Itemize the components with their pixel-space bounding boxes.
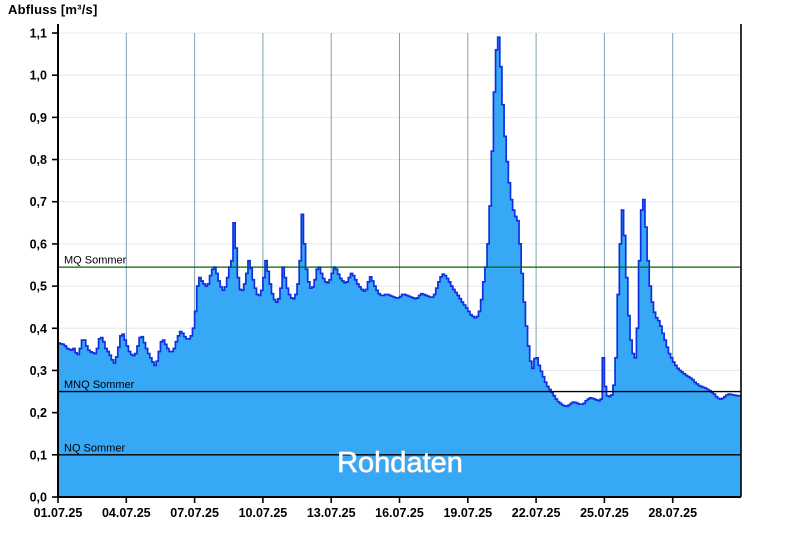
x-tick-label: 19.07.25: [443, 506, 492, 520]
x-tick-label: 01.07.25: [34, 506, 83, 520]
y-tick-label: 0,0: [30, 491, 47, 505]
reference-line-label-1: MQ Sommer: [64, 255, 127, 267]
y-tick-label: 0,5: [30, 280, 47, 294]
x-tick-label: 07.07.25: [170, 506, 219, 520]
x-tick-label: 13.07.25: [307, 506, 356, 520]
y-tick-label: 0,9: [30, 111, 47, 125]
x-tick-label: 16.07.25: [375, 506, 424, 520]
y-tick-label: 0,6: [30, 237, 47, 251]
reference-line-labels: MQ Sommer MNQ Sommer NQ Sommer: [64, 255, 135, 455]
y-tick-label: 0,8: [30, 153, 47, 167]
x-tick-label: 10.07.25: [239, 506, 288, 520]
series-outline: [58, 36, 741, 408]
y-tick-label: 0,4: [30, 322, 47, 336]
y-tick-label: 1,1: [30, 27, 47, 41]
y-tick-label: 0,3: [30, 364, 47, 378]
x-tick-label: 25.07.25: [580, 506, 629, 520]
y-tick-label: 0,7: [30, 195, 47, 209]
watermark-group: Rohdaten: [337, 447, 464, 480]
series-area-fill: [58, 37, 741, 497]
x-axis-ticks: 01.07.25 04.07.25 07.07.25 10.07.25 13.07.25…: [34, 497, 697, 520]
y-tick-label: 0,1: [30, 448, 47, 462]
chart-axis-title: Abfluss [m³/s]: [8, 2, 98, 17]
reference-line-label-2: MNQ Sommer: [64, 379, 135, 391]
reference-lines-group: [58, 266, 741, 456]
y-tick-label: 0,2: [30, 406, 47, 420]
discharge-series: [58, 36, 741, 497]
y-axis-ticks: 0,0 0,1 0,2 0,3 0,4 0,5 0,6 0,7 0,8 0,9 1,0 1,1: [30, 27, 58, 505]
x-tick-label: 04.07.25: [102, 506, 151, 520]
x-tick-label: 22.07.25: [512, 506, 561, 520]
watermark-label: Rohdaten: [337, 447, 463, 479]
y-tick-label: 1,0: [30, 69, 47, 83]
reference-line-label-3: NQ Sommer: [64, 442, 125, 454]
x-tick-label: 28.07.25: [648, 506, 697, 520]
